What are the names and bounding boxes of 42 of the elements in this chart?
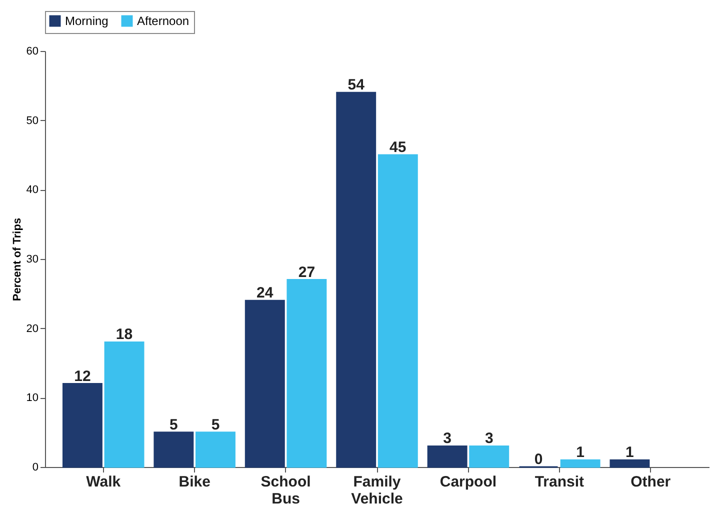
x-tick-label: Carpool — [440, 474, 497, 490]
data-label: 5 — [170, 416, 178, 434]
data-label: 45 — [390, 139, 406, 156]
x-tick-label: Other — [630, 474, 671, 490]
y-axis-title: Percent of Trips — [11, 218, 24, 302]
x-tick-label: Family Vehicle — [351, 474, 403, 508]
data-label: 3 — [443, 430, 452, 448]
bar — [427, 445, 468, 468]
data-label: 27 — [298, 264, 316, 281]
x-tick-label: Walk — [86, 474, 122, 490]
data-label: 24 — [256, 284, 274, 302]
y-tick-label: 60 — [26, 46, 38, 58]
legend-label: Morning — [65, 14, 108, 28]
y-tick-label: 10 — [26, 392, 38, 404]
x-tick-label: Transit — [534, 474, 584, 490]
bar — [469, 445, 510, 468]
y-tick-label: 30 — [26, 254, 38, 266]
y-tick-label: 20 — [26, 322, 38, 335]
data-label: 12 — [74, 368, 91, 385]
x-tick-label: School Bus — [260, 474, 311, 508]
y-tick-label: 50 — [26, 114, 38, 127]
data-label: 3 — [484, 430, 494, 448]
y-tick-label: 0 — [32, 462, 38, 474]
bar — [378, 154, 418, 468]
bar — [104, 341, 144, 468]
bar — [610, 459, 650, 468]
data-label: 1 — [626, 444, 634, 462]
data-label: 1 — [576, 444, 584, 462]
bar — [62, 383, 102, 468]
bar — [244, 300, 285, 468]
bar — [196, 432, 236, 468]
y-tick-label: 40 — [26, 184, 38, 196]
bar — [154, 432, 194, 468]
data-label: 5 — [211, 416, 220, 434]
x-tick-label: Bike — [178, 474, 210, 490]
bar — [560, 459, 600, 468]
data-label: 0 — [534, 451, 543, 468]
data-label: 18 — [116, 326, 133, 344]
data-label: 54 — [348, 76, 366, 94]
bar — [336, 92, 376, 468]
bar — [286, 279, 327, 468]
legend-label: Afternoon — [137, 14, 190, 28]
